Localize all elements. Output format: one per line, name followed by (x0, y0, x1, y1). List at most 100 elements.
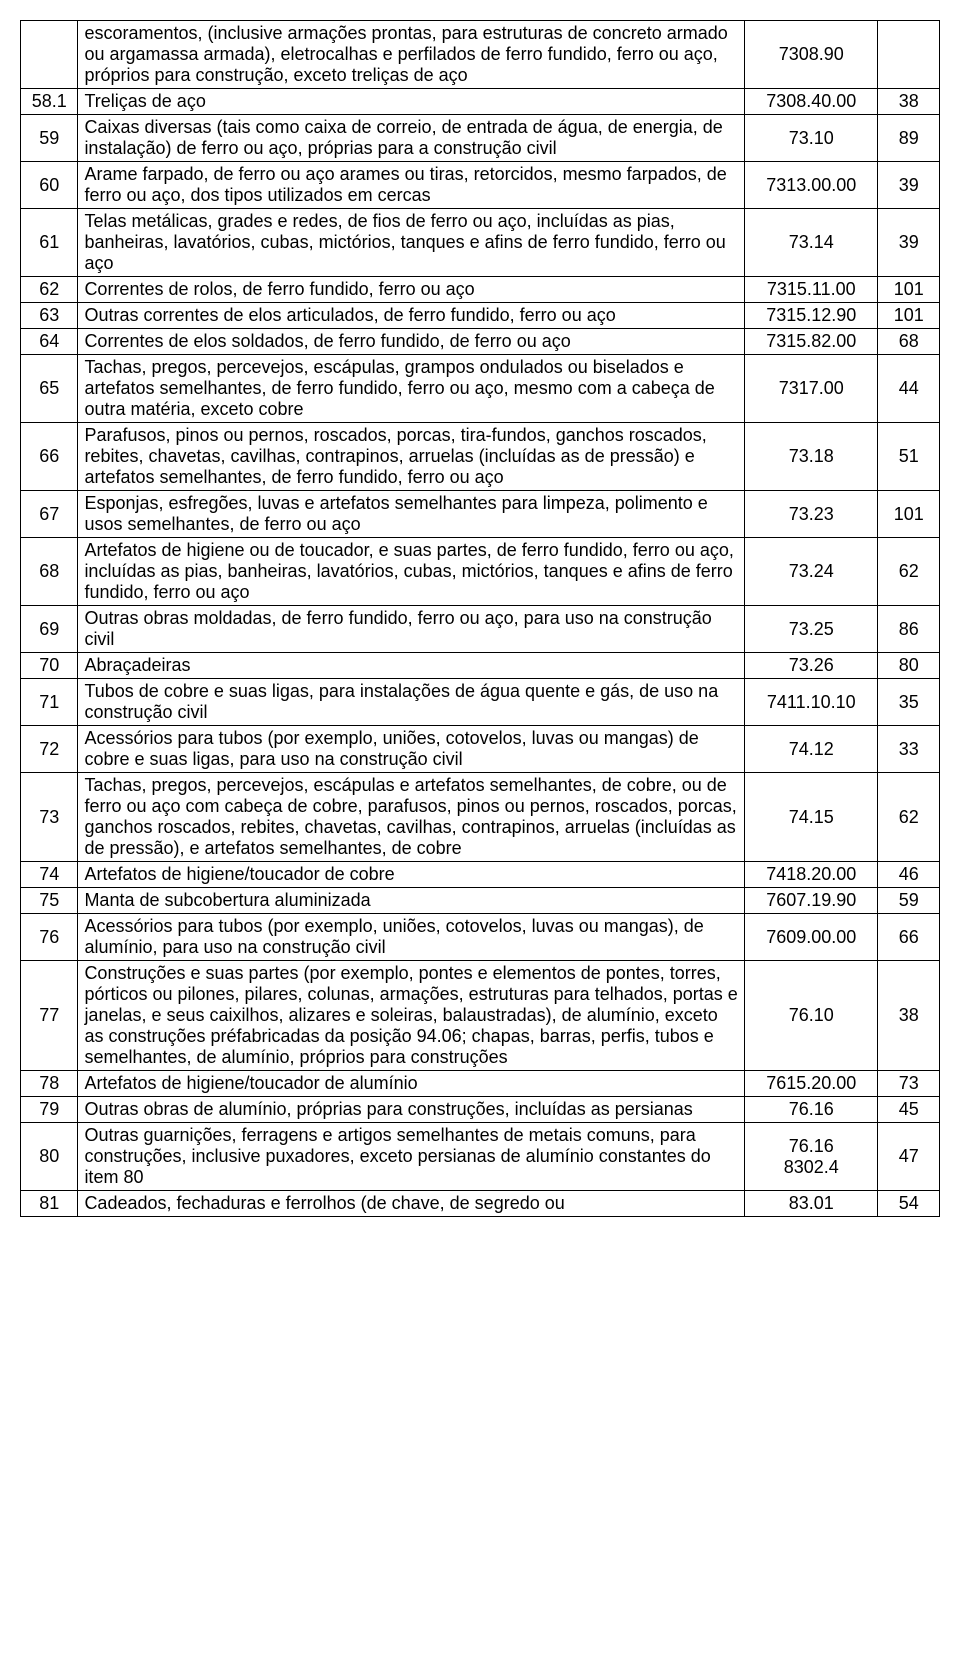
row-code: 7308.90 (745, 21, 878, 89)
row-number: 63 (21, 303, 78, 329)
row-description: Manta de subcobertura aluminizada (78, 888, 745, 914)
row-percent: 35 (878, 679, 940, 726)
table-row: 78Artefatos de higiene/toucador de alumí… (21, 1071, 940, 1097)
row-percent: 54 (878, 1191, 940, 1217)
table-row: 74Artefatos de higiene/toucador de cobre… (21, 862, 940, 888)
row-description: Abraçadeiras (78, 653, 745, 679)
table-row: 76Acessórios para tubos (por exemplo, un… (21, 914, 940, 961)
row-code: 73.24 (745, 538, 878, 606)
row-description: Treliças de aço (78, 89, 745, 115)
row-code: 73.23 (745, 491, 878, 538)
row-number: 76 (21, 914, 78, 961)
row-code: 73.18 (745, 423, 878, 491)
row-percent: 45 (878, 1097, 940, 1123)
row-number: 65 (21, 355, 78, 423)
table-row: 77Construções e suas partes (por exemplo… (21, 961, 940, 1071)
row-code: 7609.00.00 (745, 914, 878, 961)
row-description: Correntes de rolos, de ferro fundido, fe… (78, 277, 745, 303)
row-description: Cadeados, fechaduras e ferrolhos (de cha… (78, 1191, 745, 1217)
row-percent: 62 (878, 773, 940, 862)
row-code: 7315.12.90 (745, 303, 878, 329)
row-number: 72 (21, 726, 78, 773)
row-description: Artefatos de higiene/toucador de alumíni… (78, 1071, 745, 1097)
row-code: 73.25 (745, 606, 878, 653)
row-percent: 51 (878, 423, 940, 491)
row-number: 70 (21, 653, 78, 679)
row-percent (878, 21, 940, 89)
row-description: Tachas, pregos, percevejos, escápulas e … (78, 773, 745, 862)
row-percent: 38 (878, 961, 940, 1071)
row-percent: 89 (878, 115, 940, 162)
row-percent: 59 (878, 888, 940, 914)
row-percent: 68 (878, 329, 940, 355)
row-number: 61 (21, 209, 78, 277)
row-description: Outras obras moldadas, de ferro fundido,… (78, 606, 745, 653)
row-description: Artefatos de higiene/toucador de cobre (78, 862, 745, 888)
row-code: 74.15 (745, 773, 878, 862)
row-percent: 66 (878, 914, 940, 961)
row-code: 73.14 (745, 209, 878, 277)
row-number: 74 (21, 862, 78, 888)
row-description: escoramentos, (inclusive armações pronta… (78, 21, 745, 89)
row-description: Tubos de cobre e suas ligas, para instal… (78, 679, 745, 726)
table-row: 64Correntes de elos soldados, de ferro f… (21, 329, 940, 355)
row-number: 58.1 (21, 89, 78, 115)
row-percent: 101 (878, 277, 940, 303)
row-percent: 101 (878, 303, 940, 329)
row-number: 69 (21, 606, 78, 653)
row-percent: 39 (878, 162, 940, 209)
row-number: 59 (21, 115, 78, 162)
table-row: 65Tachas, pregos, percevejos, escápulas,… (21, 355, 940, 423)
table-row: 59Caixas diversas (tais como caixa de co… (21, 115, 940, 162)
table-row: 79Outras obras de alumínio, próprias par… (21, 1097, 940, 1123)
row-percent: 46 (878, 862, 940, 888)
row-code: 7313.00.00 (745, 162, 878, 209)
row-code: 7308.40.00 (745, 89, 878, 115)
row-number: 80 (21, 1123, 78, 1191)
row-percent: 101 (878, 491, 940, 538)
row-percent: 38 (878, 89, 940, 115)
table-row: 69Outras obras moldadas, de ferro fundid… (21, 606, 940, 653)
row-code: 7315.82.00 (745, 329, 878, 355)
row-description: Esponjas, esfregões, luvas e artefatos s… (78, 491, 745, 538)
table-row: 70Abraçadeiras73.2680 (21, 653, 940, 679)
row-code: 74.12 (745, 726, 878, 773)
row-description: Outras correntes de elos articulados, de… (78, 303, 745, 329)
table-row: 80Outras guarnições, ferragens e artigos… (21, 1123, 940, 1191)
row-number: 79 (21, 1097, 78, 1123)
row-description: Acessórios para tubos (por exemplo, uniõ… (78, 914, 745, 961)
table-row: 67Esponjas, esfregões, luvas e artefatos… (21, 491, 940, 538)
row-percent: 62 (878, 538, 940, 606)
table-row: 68Artefatos de higiene ou de toucador, e… (21, 538, 940, 606)
row-number: 77 (21, 961, 78, 1071)
row-code: 83.01 (745, 1191, 878, 1217)
row-description: Parafusos, pinos ou pernos, roscados, po… (78, 423, 745, 491)
table-row: 75Manta de subcobertura aluminizada7607.… (21, 888, 940, 914)
row-number: 81 (21, 1191, 78, 1217)
row-number: 67 (21, 491, 78, 538)
row-number (21, 21, 78, 89)
row-code: 7607.19.90 (745, 888, 878, 914)
row-code: 7411.10.10 (745, 679, 878, 726)
row-percent: 44 (878, 355, 940, 423)
row-number: 60 (21, 162, 78, 209)
table-row: 62Correntes de rolos, de ferro fundido, … (21, 277, 940, 303)
row-number: 66 (21, 423, 78, 491)
row-code: 7615.20.00 (745, 1071, 878, 1097)
row-description: Arame farpado, de ferro ou aço arames ou… (78, 162, 745, 209)
row-code: 76.10 (745, 961, 878, 1071)
table-row: 72Acessórios para tubos (por exemplo, un… (21, 726, 940, 773)
row-percent: 73 (878, 1071, 940, 1097)
row-percent: 47 (878, 1123, 940, 1191)
row-description: Construções e suas partes (por exemplo, … (78, 961, 745, 1071)
row-percent: 86 (878, 606, 940, 653)
table-row: 61Telas metálicas, grades e redes, de fi… (21, 209, 940, 277)
row-code: 73.10 (745, 115, 878, 162)
row-code: 7418.20.00 (745, 862, 878, 888)
row-code: 73.26 (745, 653, 878, 679)
row-description: Acessórios para tubos (por exemplo, uniõ… (78, 726, 745, 773)
row-description: Caixas diversas (tais como caixa de corr… (78, 115, 745, 162)
table-row: 71Tubos de cobre e suas ligas, para inst… (21, 679, 940, 726)
row-description: Correntes de elos soldados, de ferro fun… (78, 329, 745, 355)
tariff-table-body: escoramentos, (inclusive armações pronta… (21, 21, 940, 1217)
